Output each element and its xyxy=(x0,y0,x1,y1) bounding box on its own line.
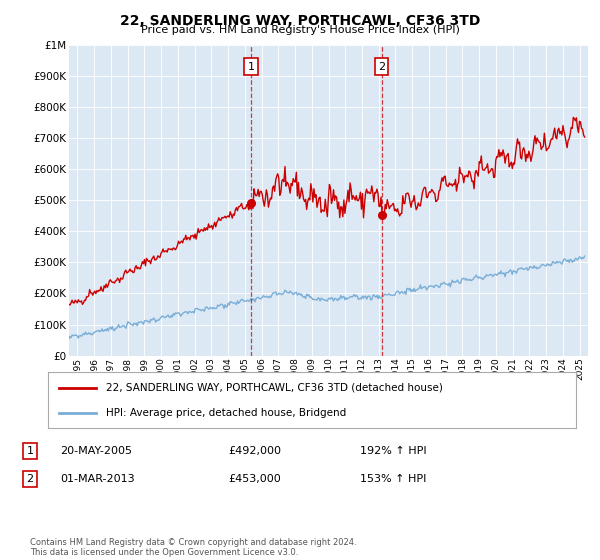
Text: HPI: Average price, detached house, Bridgend: HPI: Average price, detached house, Brid… xyxy=(106,408,346,418)
Text: 2: 2 xyxy=(378,62,385,72)
Text: £492,000: £492,000 xyxy=(228,446,281,456)
Text: £453,000: £453,000 xyxy=(228,474,281,484)
Text: 2: 2 xyxy=(26,474,34,484)
Text: 22, SANDERLING WAY, PORTHCAWL, CF36 3TD (detached house): 22, SANDERLING WAY, PORTHCAWL, CF36 3TD … xyxy=(106,382,443,393)
Text: 192% ↑ HPI: 192% ↑ HPI xyxy=(360,446,427,456)
Text: 20-MAY-2005: 20-MAY-2005 xyxy=(60,446,132,456)
Text: 1: 1 xyxy=(26,446,34,456)
Text: 1: 1 xyxy=(248,62,254,72)
Text: 22, SANDERLING WAY, PORTHCAWL, CF36 3TD: 22, SANDERLING WAY, PORTHCAWL, CF36 3TD xyxy=(120,14,480,28)
Text: Price paid vs. HM Land Registry's House Price Index (HPI): Price paid vs. HM Land Registry's House … xyxy=(140,25,460,35)
Text: 01-MAR-2013: 01-MAR-2013 xyxy=(60,474,134,484)
Text: Contains HM Land Registry data © Crown copyright and database right 2024.
This d: Contains HM Land Registry data © Crown c… xyxy=(30,538,356,557)
Text: 153% ↑ HPI: 153% ↑ HPI xyxy=(360,474,427,484)
